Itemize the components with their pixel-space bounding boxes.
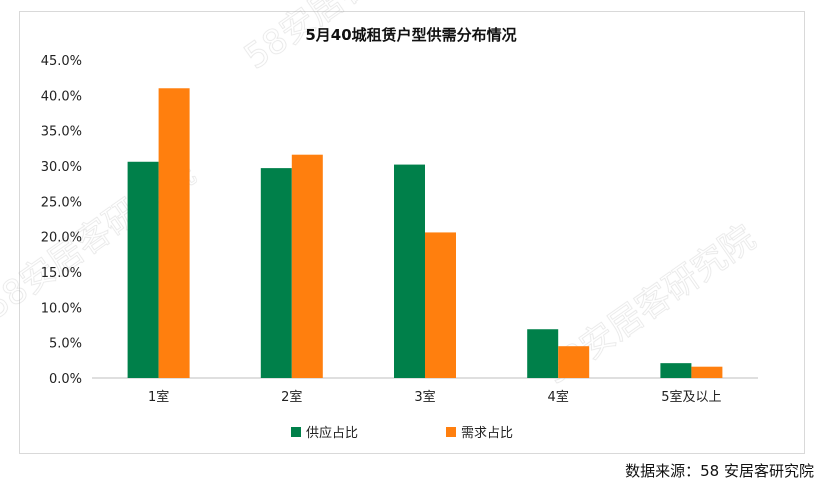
x-tick-label: 3室: [414, 389, 435, 405]
legend-swatch: [446, 427, 456, 437]
chart-title: 5月40城租赁户型供需分布情况: [305, 26, 516, 44]
y-tick-label: 10.0%: [41, 301, 82, 316]
source-note: 数据来源：58 安居客研究院: [625, 462, 814, 480]
x-tick-label: 4室: [548, 389, 569, 405]
y-tick-label: 15.0%: [41, 266, 82, 281]
bar-demand: [291, 154, 323, 378]
bars: [127, 88, 723, 379]
bar-supply: [660, 363, 692, 378]
x-tick-label: 2室: [281, 389, 302, 405]
y-tick-label: 25.0%: [41, 195, 82, 210]
y-tick-label: 5.0%: [49, 337, 82, 352]
y-axis: 0.0% 5.0% 10.0% 15.0% 20.0% 25.0% 30.0% 35.0% 40…: [41, 54, 82, 387]
x-axis: 1室 2室 3室 4室 5室及以上: [148, 389, 722, 405]
watermark-layer: 58安居客研究院 58安居客研究院 58安居客研究院: [0, 0, 763, 393]
bar-demand: [158, 88, 190, 379]
y-tick-label: 45.0%: [41, 54, 82, 69]
legend-label: 供应占比: [306, 425, 358, 441]
y-tick-label: 20.0%: [41, 231, 82, 246]
bar-supply: [527, 329, 559, 378]
y-tick-label: 40.0%: [41, 89, 82, 104]
legend-swatch: [291, 427, 301, 437]
bar-supply: [260, 168, 292, 378]
y-tick-label: 0.0%: [49, 372, 82, 387]
x-tick-label: 1室: [148, 389, 169, 405]
bar-supply: [394, 164, 425, 378]
bar-supply: [127, 161, 159, 378]
y-tick-label: 35.0%: [41, 125, 82, 140]
bar-demand: [558, 346, 590, 378]
legend-label: 需求占比: [461, 426, 513, 441]
x-tick-label: 5室及以上: [661, 389, 721, 405]
bar-demand: [691, 366, 723, 378]
legend: 供应占比 需求占比: [291, 425, 513, 441]
bar-demand: [425, 232, 456, 378]
y-tick-label: 30.0%: [41, 160, 82, 175]
